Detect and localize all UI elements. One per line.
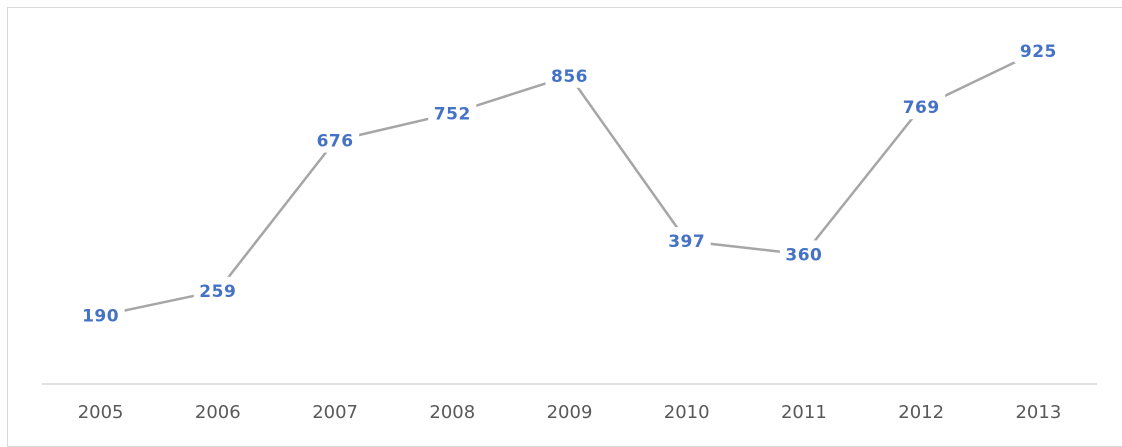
data-label-group: 190 259 676 752 856 397 360 769 925 xyxy=(76,37,1063,328)
data-label-background xyxy=(545,61,594,88)
data-label: 769 xyxy=(903,98,940,118)
data-label-background xyxy=(311,126,360,153)
x-tick-label: 2013 xyxy=(1015,402,1061,423)
data-label: 856 xyxy=(551,67,588,87)
data-label-2005: 190 xyxy=(76,301,125,328)
data-label-2007: 676 xyxy=(311,126,360,153)
data-label: 752 xyxy=(434,104,471,124)
data-label-2006: 259 xyxy=(193,276,242,303)
data-label: 190 xyxy=(82,307,119,327)
line-chart: 190 259 676 752 856 397 360 769 925 2005 2006 2007… xyxy=(42,37,1097,423)
series-line-group xyxy=(99,49,1040,317)
x-tick-label: 2007 xyxy=(312,402,358,423)
data-label-2008: 752 xyxy=(428,99,477,126)
data-label-background xyxy=(779,240,828,267)
x-tick-label: 2005 xyxy=(78,402,124,423)
series-line xyxy=(99,49,1040,317)
data-label-2011: 360 xyxy=(779,240,828,267)
data-label-2010: 397 xyxy=(662,227,711,254)
x-tick-label: 2009 xyxy=(547,402,593,423)
x-tick-label: 2011 xyxy=(781,402,827,423)
data-label: 925 xyxy=(1020,42,1057,62)
data-label-background xyxy=(662,227,711,254)
data-label-background xyxy=(193,276,242,303)
data-label-2009: 856 xyxy=(545,61,594,88)
data-label-background xyxy=(897,93,946,120)
data-label-background xyxy=(1014,37,1063,63)
x-tick-label: 2010 xyxy=(664,402,710,423)
data-label: 360 xyxy=(785,245,822,265)
x-tick-label: 2008 xyxy=(429,402,475,423)
x-tick-label: 2006 xyxy=(195,402,241,423)
data-label: 397 xyxy=(668,232,705,252)
data-label: 676 xyxy=(317,132,354,152)
data-label-background xyxy=(76,301,125,328)
data-label: 259 xyxy=(199,282,236,302)
data-label-2013: 925 xyxy=(1014,37,1063,63)
data-label-2012: 769 xyxy=(897,93,946,120)
x-tick-label: 2012 xyxy=(898,402,944,423)
x-tick-label-group: 2005 2006 2007 2008 2009 2010 2011 2012 2013 xyxy=(78,402,1062,423)
data-label-background xyxy=(428,99,477,126)
